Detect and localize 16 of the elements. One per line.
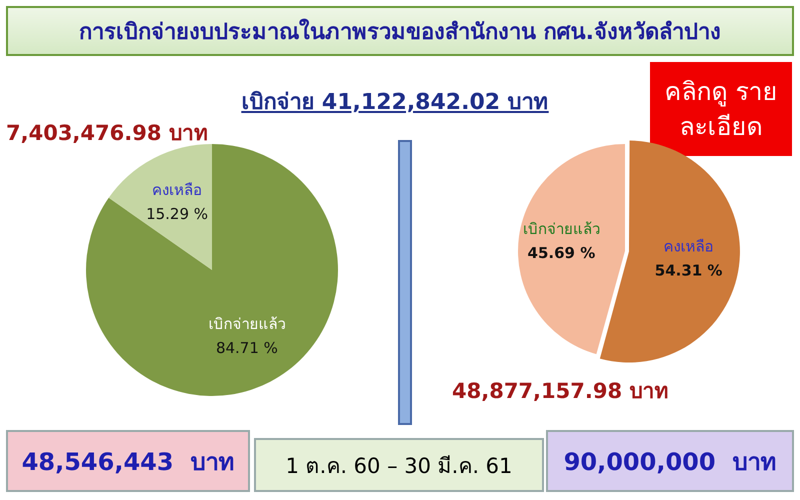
text: 48,546,443 บาท <box>6 430 250 492</box>
slice-label: เบิกจ่ายแล้ว <box>522 220 600 238</box>
text: 90,000,000 บาท <box>546 430 794 492</box>
slice-label: คงเหลือ <box>664 238 714 256</box>
text: 7,403,476.98 บาท <box>6 120 208 147</box>
slice-label: คงเหลือ <box>152 180 202 199</box>
text: 48,877,157.98 บาท <box>452 378 668 405</box>
slice-label: เบิกจ่ายแล้ว <box>208 314 286 333</box>
text: 1 ต.ค. 60 – 30 มี.ค. 61 <box>254 438 544 492</box>
data-label: 15.29 % <box>146 204 208 223</box>
data-label: 45.69 % <box>528 244 596 262</box>
text: เบิกจ่าย 41,122,842.02 บาท <box>240 89 550 117</box>
text: คลิกดู รายละเอียด <box>650 62 792 156</box>
data-label: 84.71 % <box>216 338 278 357</box>
data-label: 54.31 % <box>654 262 722 280</box>
text: การเบิกจ่ายงบประมาณในภาพรวมของสำนักงาน กศน.จังหวัดลำปาง <box>6 6 794 56</box>
